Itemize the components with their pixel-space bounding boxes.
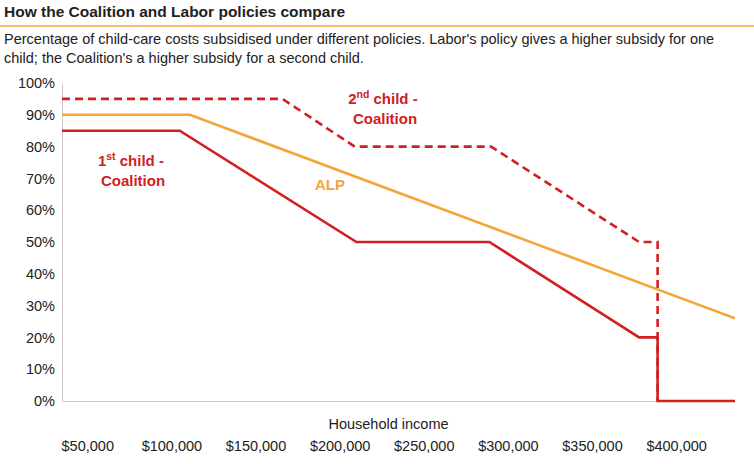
x-axis: $50,000 $100,000 $150,000 $200,000 $250,000 $…: [62, 401, 736, 454]
y-tick: 30%: [26, 298, 62, 314]
series-label-line: Coalition: [353, 110, 417, 127]
y-tick: 90%: [26, 107, 62, 123]
title: How the Coalition and Labor policies com…: [4, 3, 345, 20]
series-label-num: 2: [348, 90, 356, 107]
series-labels: 1st child - Coalition2nd child - Coaliti…: [98, 88, 422, 193]
subtitle-line: Percentage of child-care costs subsidise…: [4, 31, 718, 47]
x-tick: $150,000: [226, 401, 286, 454]
series-label-rest: child -: [369, 90, 422, 107]
y-tick-label: 70%: [26, 171, 55, 187]
y-tick: 0%: [34, 393, 62, 409]
x-tick-label: $250,000: [394, 438, 454, 454]
series-label-sup: nd: [357, 88, 370, 100]
x-axis-title: Household income: [328, 416, 448, 432]
chart: How the Coalition and Labor policies com…: [0, 0, 754, 464]
y-tick: 40%: [26, 266, 62, 282]
y-tick-label: 40%: [26, 266, 55, 282]
x-tick: $350,000: [562, 401, 622, 454]
y-tick: 20%: [26, 330, 62, 346]
series-label: ALP: [315, 176, 345, 193]
x-tick-label: $200,000: [310, 438, 370, 454]
series-label-line: ALP: [315, 176, 345, 193]
series-label: 2nd child - Coalition: [348, 88, 422, 127]
x-tick-label: $100,000: [142, 438, 202, 454]
x-tick-label: $350,000: [562, 438, 622, 454]
series-lines: [62, 99, 735, 401]
y-tick-label: 60%: [26, 202, 55, 218]
y-tick-label: 20%: [26, 330, 55, 346]
series-label-rest: child -: [116, 152, 169, 169]
y-tick-label: 10%: [26, 361, 55, 377]
x-tick-label: $150,000: [226, 438, 286, 454]
y-tick: 80%: [26, 139, 62, 155]
x-tick-label: $300,000: [478, 438, 538, 454]
x-tick: $100,000: [142, 401, 202, 454]
x-tick: $300,000: [478, 401, 538, 454]
y-tick: 10%: [26, 361, 62, 377]
y-tick: 50%: [26, 234, 62, 250]
x-tick: $400,000: [646, 401, 706, 454]
series-line: [62, 99, 658, 401]
y-tick: 100%: [18, 75, 62, 91]
y-axis: 0% 10% 20% 30% 40% 50% 60% 70% 80% 90% 100%: [18, 75, 63, 409]
y-tick-label: 90%: [26, 107, 55, 123]
subtitle: Percentage of child-care costs subsidise…: [4, 31, 718, 66]
y-tick-label: 30%: [26, 298, 55, 314]
y-tick-label: 80%: [26, 139, 55, 155]
x-tick-label: $50,000: [62, 438, 114, 454]
series-label: 1st child - Coalition: [98, 150, 168, 189]
x-axis-line: [63, 401, 736, 402]
subtitle-line: child; the Coalition's a higher subsidy …: [4, 50, 364, 66]
y-tick: 60%: [26, 202, 62, 218]
y-tick: 70%: [26, 171, 62, 187]
title-rule: [0, 25, 754, 27]
series-line: [62, 115, 735, 319]
x-tick: $50,000: [62, 401, 114, 454]
series-label-line: 2nd child -: [348, 88, 422, 107]
x-tick-label: $400,000: [646, 438, 706, 454]
y-tick-label: 100%: [18, 75, 55, 91]
series-line: [62, 131, 735, 401]
y-tick-label: 50%: [26, 234, 55, 250]
series-label-line: 1st child -: [98, 150, 168, 169]
series-label-num: 1: [98, 152, 106, 169]
y-tick-label: 0%: [34, 393, 55, 409]
series-label-line: Coalition: [101, 172, 165, 189]
